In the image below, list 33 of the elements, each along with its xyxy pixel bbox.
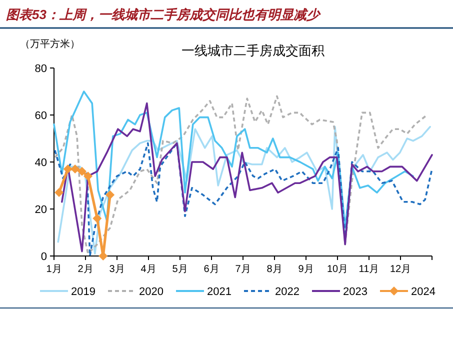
- point: [70, 164, 80, 174]
- x-tick-label: 4月: [140, 264, 156, 275]
- legend-label: 2022: [275, 286, 300, 298]
- x-tick-label: 12月: [390, 264, 412, 275]
- y-tick-label: 80: [34, 63, 47, 75]
- y-tick-label: 60: [34, 110, 47, 122]
- x-tick-label: 1月: [46, 264, 62, 275]
- point: [92, 214, 102, 223]
- legend-label: 2023: [343, 286, 368, 298]
- x-tick-label: 7月: [235, 264, 251, 275]
- x-tick-label: 6月: [204, 264, 220, 275]
- x-tick-label: 10月: [326, 264, 348, 275]
- x-tick-label: 11月: [358, 264, 380, 275]
- x-tick-label: 8月: [266, 264, 282, 275]
- y-tick-label: 20: [34, 204, 47, 216]
- legend-label: 2024: [411, 286, 436, 298]
- y-tick-label: 40: [34, 157, 47, 169]
- y-axis-title: （万平方米）: [20, 38, 80, 50]
- point: [63, 164, 72, 174]
- chart-title: 图表53：上周，一线城市二手房成交同比也有明显减少: [6, 7, 322, 22]
- legend-label: 2019: [71, 286, 96, 298]
- point: [84, 172, 93, 181]
- x-tick-label: 9月: [298, 264, 314, 275]
- point: [106, 190, 115, 200]
- legend-label: 2020: [139, 286, 164, 298]
- point: [78, 166, 87, 176]
- y-tick-label: 0: [40, 251, 47, 263]
- x-tick-label: 2月: [78, 264, 94, 275]
- chart-subtitle: 一线城市二手房成交面积: [182, 43, 324, 58]
- x-tick-label: 5月: [172, 264, 188, 275]
- point: [54, 188, 64, 198]
- x-tick-label: 3月: [109, 264, 125, 275]
- legend-label: 2021: [207, 286, 232, 298]
